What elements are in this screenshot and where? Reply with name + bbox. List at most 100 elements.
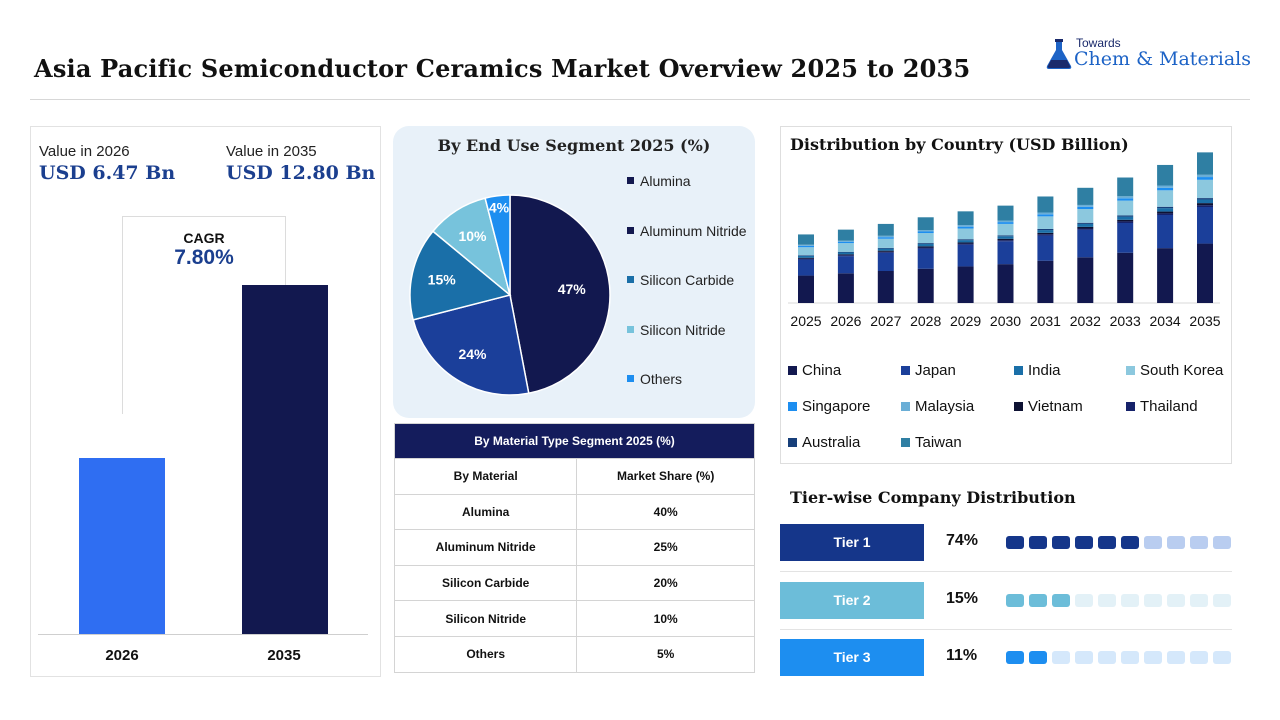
x-tick-label: 2035 <box>1189 313 1220 329</box>
x-tick-label: 2029 <box>950 313 981 329</box>
meter-dot-empty <box>1144 594 1162 607</box>
legend-label: China <box>802 362 842 379</box>
stack-segment <box>877 251 894 253</box>
stack-segment <box>1117 219 1134 222</box>
legend-swatch <box>627 226 634 234</box>
tier-dot-meter <box>1006 594 1231 607</box>
pie-legend-item: Silicon Carbide <box>627 271 747 289</box>
tier-dot-meter <box>1006 536 1231 549</box>
stack-segment <box>877 252 894 271</box>
table-cell-material: Aluminum Nitride <box>393 529 578 566</box>
stack-segment <box>1197 243 1213 303</box>
stack-segment <box>1197 198 1213 200</box>
brand-top-text: Towards <box>1076 36 1121 50</box>
stack-segment <box>917 246 934 248</box>
legend-swatch <box>901 437 910 447</box>
meter-dot-filled <box>1029 536 1047 549</box>
legend-swatch <box>627 325 634 333</box>
stack-segment <box>997 240 1014 242</box>
stack-segment <box>837 254 854 256</box>
stack-segment <box>917 244 934 247</box>
table-cell-material: Alumina <box>393 493 578 531</box>
legend-swatch <box>627 176 634 184</box>
pie-data-label: 4% <box>489 200 510 216</box>
table-cell-material: Silicon Carbide <box>393 564 578 602</box>
stack-segment <box>997 223 1014 236</box>
stack-segment <box>837 241 854 244</box>
stack-segment <box>1037 196 1054 213</box>
meter-dot-empty <box>1213 536 1231 549</box>
legend-label: Malaysia <box>915 398 975 415</box>
meter-dot-empty <box>1052 651 1070 664</box>
meter-dot-empty <box>1075 651 1093 664</box>
stack-segment <box>1117 196 1134 199</box>
stack-segment <box>877 250 894 252</box>
tier-badge: Tier 1 <box>780 524 924 561</box>
meter-dot-empty <box>1190 536 1208 549</box>
table-cell-share: 25% <box>576 529 755 566</box>
tier-percentage: 74% <box>946 532 979 549</box>
legend-label: India <box>1028 362 1061 379</box>
pie-slice <box>409 230 512 321</box>
stack-segment <box>1157 164 1174 186</box>
stack-segment <box>1197 179 1213 199</box>
country-legend-item: Vietnam <box>1014 398 1083 415</box>
legend-label: Silicon Nitride <box>640 322 726 338</box>
stack-segment <box>957 211 974 226</box>
stack-segment <box>1077 226 1094 229</box>
tier-badge: Tier 3 <box>780 639 924 676</box>
stack-segment <box>957 243 974 245</box>
x-tick-label: 2025 <box>790 313 821 329</box>
legend-label: Aluminum Nitride <box>640 223 747 239</box>
stack-segment <box>1157 187 1174 191</box>
bar-2026-label: 2026 <box>105 647 139 664</box>
country-legend-item: Singapore <box>788 398 870 415</box>
table-header-material: By Material <box>393 458 578 495</box>
stack-segment <box>997 222 1014 224</box>
x-tick-label: 2034 <box>1150 313 1181 329</box>
country-legend-item: Australia <box>788 434 860 451</box>
stack-segment <box>837 255 854 257</box>
stack-segment <box>1077 209 1094 223</box>
stack-segment <box>917 243 934 245</box>
country-legend-item: South Korea <box>1126 362 1223 379</box>
stack-segment <box>1157 248 1174 303</box>
stack-segment <box>1077 206 1094 210</box>
legend-swatch <box>788 365 797 375</box>
x-tick-label: 2028 <box>910 313 941 329</box>
legend-label: Alumina <box>640 173 691 189</box>
legend-swatch <box>1126 365 1135 375</box>
material-table: By Material Type Segment 2025 (%) By Mat… <box>393 423 755 673</box>
country-legend-item: Japan <box>901 362 956 379</box>
stack-segment <box>957 226 974 229</box>
pie-slice <box>484 194 511 296</box>
legend-swatch <box>1126 401 1135 411</box>
stack-segment <box>997 220 1014 223</box>
value-2026: USD 6.47 Bn <box>39 162 176 184</box>
legend-swatch <box>788 437 797 447</box>
meter-dot-filled <box>1029 651 1047 664</box>
meter-dot-empty <box>1121 651 1139 664</box>
x-tick-label: 2030 <box>990 313 1021 329</box>
meter-dot-filled <box>1006 651 1024 664</box>
stack-segment <box>917 217 934 231</box>
pie-data-label: 10% <box>458 228 487 244</box>
legend-label: South Korea <box>1140 362 1224 379</box>
table-row: Others 5% <box>393 635 755 673</box>
stack-segment <box>1197 152 1213 175</box>
stack-segment <box>837 251 854 253</box>
legend-label: Vietnam <box>1028 398 1083 415</box>
stack-segment <box>877 271 894 303</box>
cagr-value: 7.80% <box>174 246 234 269</box>
country-legend-item: China <box>788 362 841 379</box>
country-legend-item: India <box>1014 362 1061 379</box>
table-cell-material: Silicon Nitride <box>393 600 578 637</box>
table-row: Silicon Nitride 10% <box>393 600 755 637</box>
x-tick-label: 2033 <box>1110 313 1141 329</box>
stack-segment <box>917 230 934 232</box>
table-header-share: Market Share (%) <box>576 458 755 495</box>
value-2035-label: Value in 2035 <box>226 143 317 160</box>
stack-segment <box>1077 228 1094 230</box>
stack-segment <box>837 273 854 303</box>
table-row: Aluminum Nitride 25% <box>393 529 755 566</box>
